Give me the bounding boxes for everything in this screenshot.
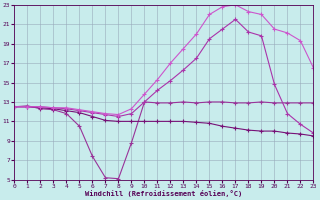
- X-axis label: Windchill (Refroidissement éolien,°C): Windchill (Refroidissement éolien,°C): [85, 190, 243, 197]
